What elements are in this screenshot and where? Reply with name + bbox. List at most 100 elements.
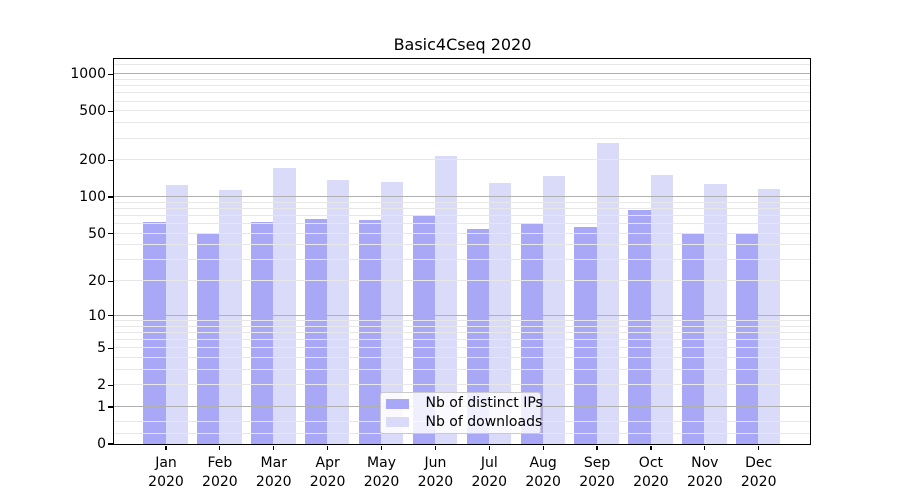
gridline-minor-4	[113, 356, 811, 358]
bar-downloads-may	[381, 182, 404, 444]
gridline-major-100	[113, 196, 811, 198]
x-tick-label-apr: Apr 2020	[300, 454, 356, 492]
bar-downloads-oct	[650, 175, 673, 444]
x-tick-label-may: May 2020	[354, 454, 410, 492]
bar-distinct-ips-feb	[197, 234, 220, 444]
bar-distinct-ips-dec	[736, 233, 759, 444]
x-tick-label-jan: Jan 2020	[138, 454, 194, 492]
x-tick-label-month: May	[367, 454, 396, 471]
gridline-minor-8	[113, 325, 811, 327]
legend-item-distinct-ips: Nb of distinct IPs	[381, 395, 543, 412]
gridline-minor-50	[113, 232, 811, 234]
gridline-minor-1200	[113, 63, 811, 65]
y-tick-500	[108, 110, 113, 112]
gridline-minor-30	[113, 259, 811, 261]
x-tick-label-year: 2020	[525, 473, 561, 490]
x-tick-label-year: 2020	[686, 473, 723, 490]
bar-downloads-apr	[327, 180, 350, 444]
x-tick-label-year: 2020	[255, 473, 292, 490]
gridline-minor-70	[113, 215, 811, 217]
legend-swatch-distinct-ips	[386, 398, 409, 410]
x-tick-mar	[273, 445, 275, 450]
x-tick-dec	[758, 445, 760, 450]
x-tick-apr	[327, 445, 329, 450]
x-tick-label-month: Jan	[155, 454, 177, 471]
x-tick-sep	[596, 445, 598, 450]
bar-downloads-mar	[273, 168, 296, 444]
x-tick-label-mar: Mar 2020	[246, 454, 302, 492]
gridline-minor-20	[113, 280, 811, 282]
y-tick-20	[108, 280, 113, 282]
gridline-minor-600	[113, 100, 811, 102]
gridline-minor-6	[113, 338, 811, 340]
x-tick-label-month: Aug	[529, 454, 557, 471]
x-tick-label-year: 2020	[309, 473, 346, 490]
gridline-minor-9	[113, 319, 811, 321]
x-tick-oct	[650, 445, 652, 450]
bar-downloads-sep	[596, 142, 619, 444]
x-tick-feb	[219, 445, 221, 450]
y-tick-200	[108, 159, 113, 161]
x-tick-label-aug: Aug 2020	[515, 454, 571, 492]
y-tick-50	[108, 233, 113, 235]
bar-downloads-dec	[758, 188, 781, 444]
y-tick-1	[108, 406, 113, 408]
legend-swatch-downloads	[386, 416, 409, 428]
legend: Nb of distinct IPs Nb of downloads	[380, 392, 543, 434]
x-tick-label-feb: Feb 2020	[192, 454, 248, 492]
gridline-minor-900	[113, 79, 811, 81]
bar-downloads-jul	[488, 183, 512, 444]
bar-distinct-ips-apr	[305, 218, 328, 444]
bar-distinct-ips-oct	[628, 210, 651, 444]
bar-downloads-jan	[165, 184, 188, 444]
y-tick-2	[108, 384, 113, 386]
legend-label-distinct-ips: Nb of distinct IPs	[425, 395, 543, 412]
y-tick-label-200: 200	[79, 152, 106, 169]
gridline-major-10	[113, 314, 811, 316]
x-tick-jun	[434, 445, 436, 450]
y-tick-label-50: 50	[88, 225, 106, 242]
gridline-minor-500	[113, 110, 811, 112]
gridline-minor-300	[113, 137, 811, 139]
x-tick-label-month: Sep	[583, 454, 611, 471]
bar-distinct-ips-jun	[412, 214, 435, 444]
x-tick-label-dec: Dec 2020	[731, 454, 787, 492]
x-tick-nov	[704, 445, 706, 450]
x-tick-label-oct: Oct 2020	[623, 454, 679, 492]
x-tick-label-year: 2020	[148, 473, 184, 490]
y-tick-label-1: 1	[97, 398, 106, 415]
bar-downloads-aug	[542, 176, 565, 444]
x-tick-label-month: Dec	[745, 454, 773, 471]
x-tick-label-jul: Jul 2020	[461, 454, 517, 492]
gridline-minor-700	[113, 92, 811, 94]
gridline-major-1000	[113, 73, 811, 75]
x-tick-label-sep: Sep 2020	[569, 454, 625, 492]
x-tick-label-month: Nov	[691, 454, 719, 471]
x-tick-label-year: 2020	[202, 473, 238, 490]
legend-label-downloads: Nb of downloads	[425, 413, 543, 430]
plot-area	[113, 59, 811, 444]
bar-distinct-ips-nov	[682, 234, 705, 444]
y-tick-label-5: 5	[97, 340, 106, 357]
gridline-minor-40	[113, 244, 811, 246]
x-tick-label-year: 2020	[579, 473, 615, 490]
x-tick-label-month: Jul	[480, 454, 498, 471]
y-tick-label-500: 500	[79, 103, 106, 120]
x-tick-jan	[165, 445, 167, 450]
y-tick-label-100: 100	[79, 189, 106, 206]
x-tick-label-nov: Nov 2020	[677, 454, 733, 492]
x-tick-label-year: 2020	[363, 473, 400, 490]
y-tick-5	[108, 347, 113, 349]
x-tick-label-jun: Jun 2020	[407, 454, 463, 492]
gridline-minor-800	[113, 85, 811, 87]
bar-distinct-ips-aug	[520, 222, 543, 444]
y-tick-100	[108, 196, 113, 198]
legend-item-downloads: Nb of downloads	[381, 413, 543, 430]
y-tick-label-20: 20	[88, 273, 106, 290]
x-tick-label-month: Oct	[638, 454, 664, 471]
bar-downloads-nov	[704, 183, 727, 444]
x-tick-jul	[488, 445, 490, 450]
y-tick-0	[108, 443, 113, 445]
bar-distinct-ips-sep	[574, 227, 597, 444]
